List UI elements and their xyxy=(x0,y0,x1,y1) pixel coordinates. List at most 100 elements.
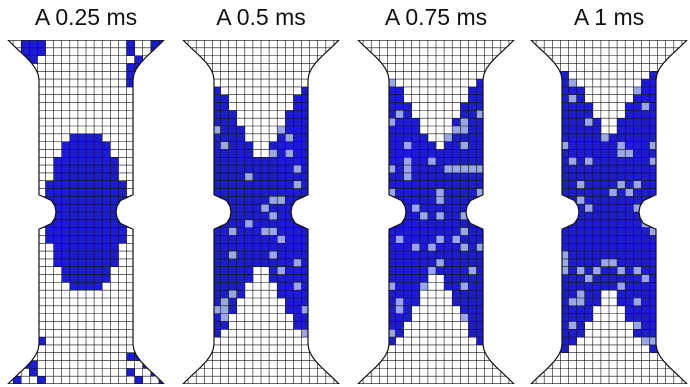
plastic-element xyxy=(681,337,687,346)
plastic-element xyxy=(500,305,510,314)
plastic-element xyxy=(649,133,658,142)
plastic-element xyxy=(576,149,585,158)
plastic-element xyxy=(657,321,666,330)
plastic-element xyxy=(444,165,453,174)
plastic-element xyxy=(269,258,278,268)
plastic-element xyxy=(600,266,610,275)
plastic-element xyxy=(244,235,254,244)
plastic-element xyxy=(244,196,254,205)
plastic-element xyxy=(379,251,388,260)
plastic-element xyxy=(544,227,553,236)
plastic-element xyxy=(371,165,380,174)
plastic-element xyxy=(371,126,380,135)
plastic-element xyxy=(536,79,545,88)
plastic-element xyxy=(484,251,493,260)
plastic-element xyxy=(183,305,189,314)
plastic-element xyxy=(395,86,404,96)
plastic-element xyxy=(641,79,650,88)
plastic-element xyxy=(212,258,221,268)
plastic-element xyxy=(657,180,666,189)
plastic-element xyxy=(387,329,396,338)
plastic-element xyxy=(371,196,380,205)
plastic-element xyxy=(309,157,318,166)
plastic-element xyxy=(61,149,71,158)
plastic-element xyxy=(568,102,577,111)
plastic-element xyxy=(500,227,510,236)
plastic-element xyxy=(212,251,221,260)
plastic-element xyxy=(333,94,339,103)
plastic-element xyxy=(395,298,404,307)
plastic-element xyxy=(317,235,327,244)
plastic-element xyxy=(673,258,683,268)
plastic-element xyxy=(285,157,294,166)
plastic-element xyxy=(665,290,675,299)
plastic-element xyxy=(236,282,246,291)
plastic-element xyxy=(552,110,561,119)
plastic-element xyxy=(492,204,502,213)
plastic-element xyxy=(568,282,577,291)
plastic-element xyxy=(403,235,412,244)
plastic-element xyxy=(536,86,545,96)
plastic-element xyxy=(212,157,221,166)
plastic-element xyxy=(492,337,502,346)
plastic-element xyxy=(358,290,364,299)
plastic-element xyxy=(285,149,294,158)
plastic-element xyxy=(301,204,310,213)
plastic-element xyxy=(536,329,545,338)
plastic-element xyxy=(500,258,510,268)
plastic-element xyxy=(301,235,310,244)
plastic-element xyxy=(371,290,380,299)
plastic-element xyxy=(358,321,364,330)
plastic-element xyxy=(371,282,380,291)
plastic-element xyxy=(325,133,335,142)
plastic-element xyxy=(484,243,493,252)
plastic-element xyxy=(285,180,294,189)
plastic-element xyxy=(625,172,634,182)
plastic-element xyxy=(657,196,666,205)
plastic-element xyxy=(568,141,577,150)
plastic-element xyxy=(576,133,585,142)
plastic-element xyxy=(552,204,561,213)
plastic-element xyxy=(183,133,189,142)
plastic-element xyxy=(452,251,461,260)
plastic-element xyxy=(236,274,246,283)
plastic-element xyxy=(261,204,270,213)
plastic-element xyxy=(536,172,545,182)
plastic-element xyxy=(183,251,189,260)
plastic-element xyxy=(301,298,310,307)
plastic-element xyxy=(657,141,666,150)
plastic-element xyxy=(325,165,335,174)
plastic-element xyxy=(86,180,95,189)
plastic-element xyxy=(427,204,437,213)
plastic-element xyxy=(309,102,318,111)
plastic-element xyxy=(444,204,453,213)
plastic-element xyxy=(625,157,634,166)
plastic-element xyxy=(641,266,650,275)
plastic-element xyxy=(649,282,658,291)
plastic-element xyxy=(544,235,553,244)
plastic-element xyxy=(444,180,453,189)
plastic-element xyxy=(625,298,634,307)
plastic-element xyxy=(460,212,469,221)
plastic-element xyxy=(681,274,687,283)
plastic-element xyxy=(69,243,79,252)
plastic-element xyxy=(531,86,537,96)
plastic-element xyxy=(452,204,461,213)
plastic-element xyxy=(325,172,335,182)
plastic-element xyxy=(317,329,327,338)
plastic-element xyxy=(86,157,95,166)
plastic-element xyxy=(69,196,79,205)
plastic-element xyxy=(468,243,477,252)
plastic-element xyxy=(492,86,502,96)
plastic-element xyxy=(395,126,404,135)
plastic-element xyxy=(609,243,618,252)
plastic-element xyxy=(419,243,429,252)
plastic-element xyxy=(531,149,537,158)
plastic-element xyxy=(500,118,510,127)
plastic-element xyxy=(665,321,675,330)
plastic-element xyxy=(387,298,396,307)
plastic-element xyxy=(476,204,485,213)
plastic-element xyxy=(285,305,294,314)
plastic-element xyxy=(309,274,318,283)
plastic-element xyxy=(309,321,318,330)
